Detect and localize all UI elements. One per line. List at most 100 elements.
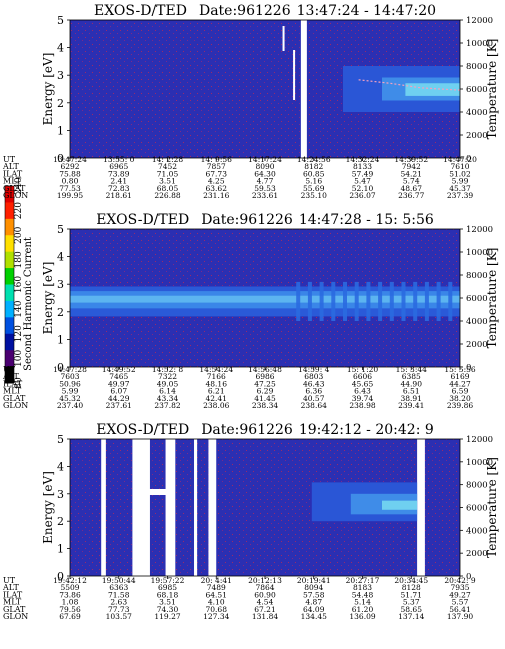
y-tick-label: 5 (57, 223, 64, 236)
colorbar-tick-label: 160 (14, 276, 24, 293)
y2-tick-label: 4000 (466, 317, 488, 327)
table-cell: 7864 (255, 583, 274, 592)
y2-tick-label: 0 (466, 154, 471, 164)
y2-tick-label: 6000 (466, 504, 488, 514)
table-cell: 6.51 (403, 387, 420, 396)
table-cell: 14:56:48 (248, 365, 282, 374)
colorbar-block (5, 366, 14, 384)
band-spike (366, 281, 371, 321)
table-row-label: UT (3, 365, 16, 374)
table-cell: 4.54 (257, 598, 274, 607)
table-cell: 41.45 (254, 394, 276, 403)
table-cell: 71.58 (108, 590, 130, 599)
table-cell: 137.14 (398, 612, 424, 621)
colorbar-label: Second Harmonic Current (23, 237, 34, 371)
y2-tick-label: 0 (466, 363, 471, 373)
y2-tick-label: 2000 (466, 549, 488, 559)
table-cell: 237.82 (154, 401, 180, 410)
y2-tick-label: 0 (466, 572, 471, 582)
table-cell: 14:17:24 (248, 155, 282, 164)
table-cell: 226.88 (154, 191, 180, 200)
panel-title: EXOS-D/TED Date:961226 13:47:24 - 14:47:20 (94, 3, 436, 19)
colorbar-tick-label: 240 (14, 177, 24, 194)
table-row-label: ILAT (3, 590, 23, 599)
table-cell: 45.32 (59, 394, 81, 403)
colorbar-tick-label: 140 (14, 300, 24, 317)
colorbar-block (5, 202, 14, 220)
y-tick-label: 3 (57, 488, 64, 501)
panel-title: EXOS-D/TED Date:961226 19:42:12 - 20:42: 9 (96, 422, 434, 438)
data-gap (208, 439, 217, 576)
table-cell: 73.89 (108, 169, 130, 178)
y-tick-label: 2 (57, 306, 64, 319)
data-gap (101, 439, 106, 576)
table-cell: 67.69 (59, 612, 81, 621)
table-cell: 15: 1:20 (347, 365, 379, 374)
table-cell: 2.41 (110, 177, 127, 186)
table-cell: 8133 (353, 162, 372, 171)
y2-tick-label: 6000 (466, 85, 488, 95)
table-cell: 6986 (255, 372, 274, 381)
table-cell: 59.53 (254, 184, 276, 193)
y2-tick-label: 8000 (466, 481, 488, 491)
y-tick-label: 3 (57, 69, 64, 82)
table-cell: 63.62 (206, 184, 228, 193)
y2-tick-label: 12000 (466, 225, 493, 235)
table-row-label: GLON (3, 401, 28, 410)
y-tick-label: 0 (57, 152, 64, 165)
table-cell: 68.18 (157, 590, 179, 599)
table-cell: 8128 (402, 583, 421, 592)
table-cell: 8183 (353, 583, 372, 592)
table-cell: 13:55: 0 (103, 155, 135, 164)
table-cell: 237.40 (57, 401, 83, 410)
colorbar-frame (4, 185, 15, 384)
y-tick-label: 4 (57, 42, 64, 55)
y2-tick-label: 4000 (466, 108, 488, 118)
table-cell: 61.20 (352, 605, 374, 614)
y-tick-label: 3 (57, 278, 64, 291)
table-cell: 15: 5:56 (444, 365, 476, 374)
table-cell: 75.88 (59, 169, 81, 178)
colorbar-block (5, 333, 14, 351)
chart-title: EXOS-D/TED (96, 212, 189, 228)
colorbar: Second Harmonic Current 80 100 120 140 160 18… (4, 177, 34, 389)
y2-tick-label: 6000 (466, 294, 488, 304)
table-cell: 2.63 (110, 598, 127, 607)
colorbar-block (5, 268, 14, 285)
data-gap (132, 439, 150, 576)
table-cell: 1.08 (62, 598, 79, 607)
table-cell: 0.80 (62, 177, 79, 186)
colorbar-tick-label: 220 (14, 202, 24, 219)
plasma-peak (382, 500, 418, 510)
table-cell: 5.14 (354, 598, 371, 607)
table-cell: 239.41 (398, 401, 424, 410)
table-cell: 46.43 (303, 379, 325, 388)
table-cell: 20:12:13 (248, 576, 282, 585)
table-cell: 14:59: 4 (298, 365, 330, 374)
table-cell: 68.05 (157, 184, 179, 193)
colorbar-block (5, 186, 14, 203)
time-range: 13:47:24 - 14:47:20 (297, 3, 436, 19)
table-cell: 5.99 (62, 387, 79, 396)
table-cell: 55.69 (303, 184, 325, 193)
table-cell: 14:24:56 (297, 155, 331, 164)
table-cell: 64.09 (303, 605, 325, 614)
data-gap-small (282, 26, 285, 51)
table-cell: 71.05 (157, 169, 179, 178)
table-cell: 14:47:20 (443, 155, 477, 164)
date-label: Date:961226 (201, 212, 293, 228)
table-cell: 218.61 (106, 191, 132, 200)
table-cell: 7935 (450, 583, 469, 592)
time-range: 14:47:28 - 15: 5:56 (299, 212, 434, 228)
y2-tick-label: 10000 (466, 458, 493, 468)
table-cell: 6.14 (159, 387, 176, 396)
table-row-label: ALT (2, 583, 19, 592)
table-cell: 7452 (158, 162, 177, 171)
table-cell: 79.56 (59, 605, 81, 614)
y-tick-label: 0 (57, 570, 64, 583)
table-cell: 14:49:52 (102, 365, 136, 374)
y-tick-label: 1 (57, 543, 64, 556)
y-tick-label: 5 (57, 433, 64, 446)
table-cell: 64.51 (206, 590, 227, 599)
table-cell: 236.07 (349, 191, 375, 200)
